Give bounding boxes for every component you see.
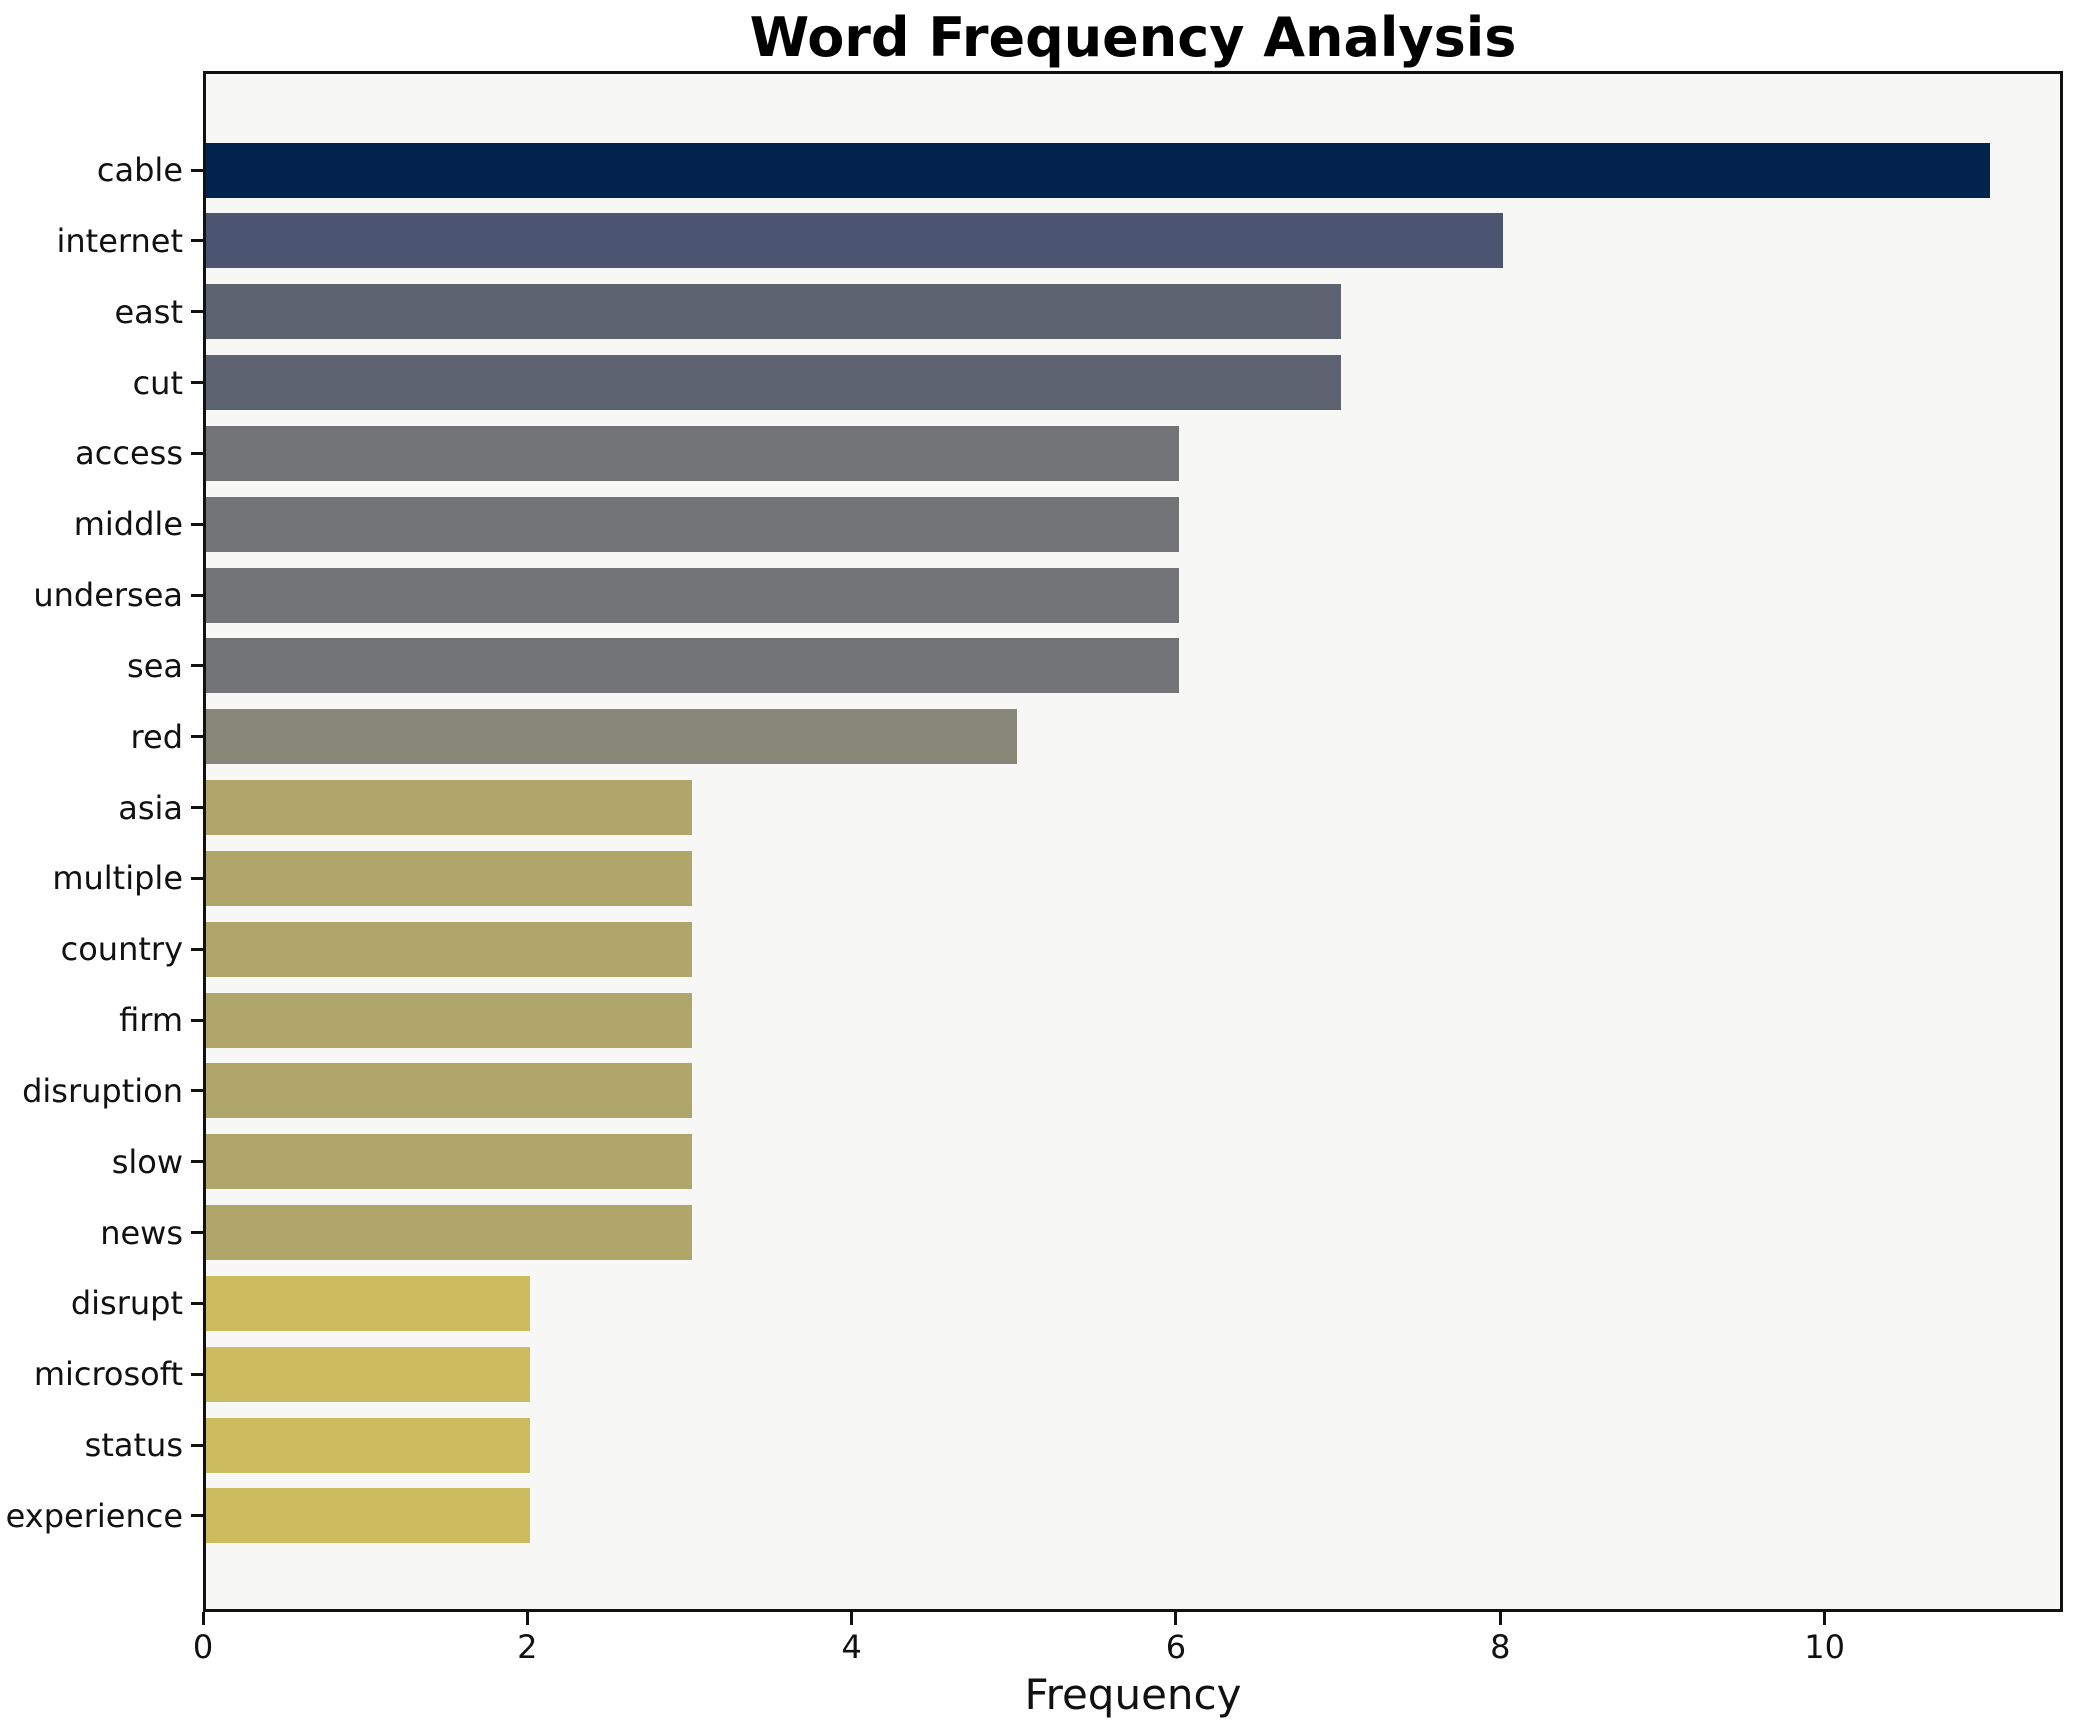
y-tick-label-disrupt: disrupt <box>70 1284 183 1323</box>
x-tick-8 <box>1498 1612 1502 1625</box>
bar-internet <box>206 213 1503 269</box>
x-tick-2 <box>525 1612 529 1625</box>
y-tick-label-sea: sea <box>127 646 183 685</box>
y-tick-label-status: status <box>84 1426 183 1465</box>
x-tick-6 <box>1174 1612 1178 1625</box>
bar-firm <box>206 992 692 1048</box>
y-tick-label-experience: experience <box>5 1496 183 1535</box>
bar-cable <box>206 142 1990 198</box>
y-tick-cable <box>191 168 203 172</box>
bar-asia <box>206 780 692 836</box>
y-tick-label-cut: cut <box>132 363 183 402</box>
y-tick-access <box>191 451 203 455</box>
y-tick-red <box>191 735 203 739</box>
y-tick-multiple <box>191 876 203 880</box>
y-tick-country <box>191 947 203 951</box>
y-tick-label-news: news <box>100 1213 183 1252</box>
bar-middle <box>206 496 1179 552</box>
y-tick-label-firm: firm <box>119 1001 183 1040</box>
y-tick-firm <box>191 1018 203 1022</box>
x-tick-10 <box>1823 1612 1827 1625</box>
bar-slow <box>206 1134 692 1190</box>
y-tick-label-asia: asia <box>118 788 183 827</box>
y-tick-label-east: east <box>114 292 183 331</box>
y-tick-middle <box>191 522 203 526</box>
bar-disruption <box>206 1063 692 1119</box>
y-tick-slow <box>191 1160 203 1164</box>
bar-cut <box>206 355 1341 411</box>
y-tick-label-slow: slow <box>111 1142 183 1181</box>
bar-undersea <box>206 567 1179 623</box>
y-tick-label-middle: middle <box>73 505 183 544</box>
y-tick-label-undersea: undersea <box>33 576 183 615</box>
bar-country <box>206 921 692 977</box>
x-axis-label: Frequency <box>1024 1670 1242 1719</box>
y-tick-asia <box>191 806 203 810</box>
y-tick-label-multiple: multiple <box>52 859 183 898</box>
bar-sea <box>206 638 1179 694</box>
y-tick-sea <box>191 664 203 668</box>
bar-east <box>206 284 1341 340</box>
y-tick-disrupt <box>191 1301 203 1305</box>
y-tick-label-red: red <box>130 717 183 756</box>
x-tick-label-2: 2 <box>517 1628 538 1666</box>
y-tick-undersea <box>191 593 203 597</box>
y-tick-label-disruption: disruption <box>22 1071 183 1110</box>
y-tick-disruption <box>191 1089 203 1093</box>
bar-news <box>206 1205 692 1261</box>
x-tick-4 <box>850 1612 854 1625</box>
y-tick-label-access: access <box>75 434 183 473</box>
bar-disrupt <box>206 1275 530 1331</box>
x-tick-label-6: 6 <box>1165 1628 1187 1666</box>
x-tick-label-0: 0 <box>192 1628 214 1666</box>
bar-access <box>206 425 1179 481</box>
y-tick-label-internet: internet <box>56 221 183 260</box>
y-tick-label-microsoft: microsoft <box>33 1355 183 1394</box>
y-tick-microsoft <box>191 1372 203 1376</box>
bar-experience <box>206 1488 530 1544</box>
y-tick-east <box>191 310 203 314</box>
bar-red <box>206 709 1017 765</box>
y-tick-news <box>191 1231 203 1235</box>
y-tick-label-cable: cable <box>96 151 183 189</box>
bar-multiple <box>206 850 692 906</box>
y-tick-label-country: country <box>60 930 183 969</box>
x-tick-label-4: 4 <box>841 1628 862 1666</box>
bar-status <box>206 1417 530 1473</box>
y-tick-experience <box>191 1514 203 1518</box>
x-tick-0 <box>201 1612 205 1625</box>
chart-title: Word Frequency Analysis <box>749 6 1517 69</box>
y-tick-status <box>191 1443 203 1447</box>
x-tick-label-10: 10 <box>1804 1628 1845 1666</box>
y-tick-cut <box>191 381 203 385</box>
bar-microsoft <box>206 1346 530 1402</box>
x-tick-label-8: 8 <box>1490 1628 1511 1666</box>
y-tick-internet <box>191 239 203 243</box>
